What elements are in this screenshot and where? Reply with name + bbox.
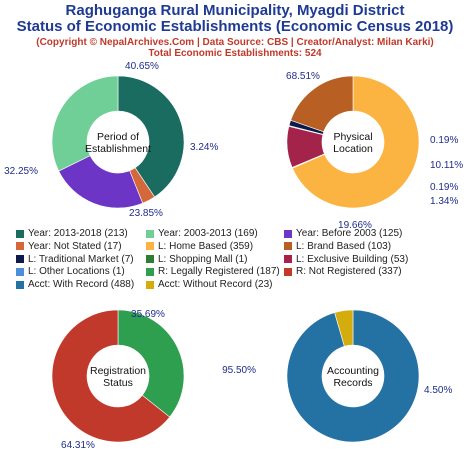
center-label-line: Status [103,377,133,389]
legend-item: R: Legally Registered (187) [146,266,280,277]
slice-l-home-based [292,75,420,209]
slice-label-l-other-locations: 0.19% [430,135,458,146]
legend-swatch [284,255,292,264]
slice-label-r-not-registered: 64.31% [61,440,95,451]
legend-label: L: Home Based (359) [158,240,254,252]
center-label-line: Physical [333,131,372,143]
legend-item: L: Home Based (359) [146,241,253,252]
slice-label-r-legally-registered: 35.69% [131,309,165,320]
legend-label: R: Not Registered (337) [296,266,402,278]
slice-label-year-before-2003: 23.85% [129,208,163,219]
legend-swatch [284,267,292,276]
legend-item: Year: Not Stated (17) [16,241,122,252]
legend-item: Year: 2003-2013 (169) [146,228,258,239]
legend-swatch [284,229,292,238]
slice-label-year-2013-2018: 40.65% [125,61,159,72]
legend-label: Year: Not Stated (17) [28,240,122,252]
legend-swatch [146,267,154,276]
slice-label-year-2003-2013: 32.25% [4,166,38,177]
legend-swatch [16,267,24,276]
legend-swatch [16,242,24,251]
total-establishments: Total Economic Establishments: 524 [148,48,322,59]
legend-label: L: Other Locations (1) [28,266,125,278]
legend-label: L: Exclusive Building (53) [296,253,409,265]
center-label-line: Accounting [327,365,379,377]
legend-label: L: Traditional Market (7) [28,253,134,265]
chart-title-line1: Raghuganga Rural Municipality, Myagdi Di… [65,2,405,19]
legend-label: Year: Before 2003 (125) [296,228,403,239]
legend-swatch [16,229,24,238]
center-label-line: Registration [90,365,146,377]
slice-r-not-registered [51,309,171,443]
slice-year-2013-2018 [117,75,185,198]
legend-item: L: Brand Based (103) [284,241,391,252]
slice-r-legally-registered [117,309,185,418]
legend-swatch [284,242,292,251]
copyright-note: (Copyright © NepalArchives.Com | Data So… [36,37,434,48]
slice-l-brand-based [290,75,354,133]
slice-label-year-not-stated: 3.24% [190,142,218,153]
legend-item: Year: 2013-2018 (213) [16,228,128,239]
legend-item: L: Exclusive Building (53) [284,254,408,265]
slice-label-l-brand-based: 19.66% [338,220,372,231]
slice-label-acct-with-record: 95.50% [222,365,256,376]
legend-swatch [146,280,154,289]
legend-item: Acct: Without Record (23) [146,279,272,290]
slice-label-l-exclusive-building: 10.11% [430,160,463,171]
legend-swatch [16,255,24,264]
legend-item: Year: Before 2003 (125) [284,228,402,239]
center-label-line: Records [333,377,372,389]
slice-acct-without-record [334,309,354,347]
center-label-line: Location [333,143,373,155]
legend-swatch [16,280,24,289]
legend-item: L: Traditional Market (7) [16,254,134,265]
legend-item: Acct: With Record (488) [16,279,134,290]
legend-label: L: Brand Based (103) [296,240,392,252]
chart-title-line2: Status of Economic Establishments (Econo… [16,18,454,35]
legend-item: R: Not Registered (337) [284,266,402,277]
slice-label-l-home-based: 68.51% [286,71,320,82]
legend-item: L: Shopping Mall (1) [146,254,248,265]
legend-swatch [146,242,154,251]
legend-label: L: Shopping Mall (1) [158,253,248,265]
legend-label: R: Legally Registered (187) [158,266,280,278]
legend-swatch [146,229,154,238]
legend-label: Acct: With Record (488) [28,279,135,291]
legend-label: Year: 2013-2018 (213) [28,228,128,239]
slice-label-l-traditional-market: 1.34% [430,196,458,207]
legend-swatch [146,255,154,264]
legend-label: Acct: Without Record (23) [158,279,273,291]
slice-year-2003-2013 [51,75,119,172]
slice-label-acct-without-record: 4.50% [424,385,452,396]
slice-label-l-shopping-mall: 0.19% [430,182,458,193]
slice-acct-with-record [286,309,420,443]
legend-label: Year: 2003-2013 (169) [158,228,258,239]
center-label-line: Establishment [85,143,151,155]
legend-item: L: Other Locations (1) [16,266,125,277]
center-label-line: Period of [97,131,139,143]
